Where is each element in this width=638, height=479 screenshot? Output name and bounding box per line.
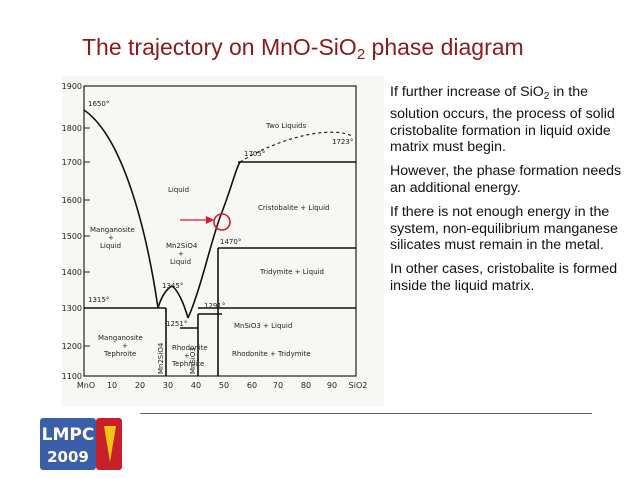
logo-text-line2: 2009: [47, 448, 89, 466]
label-manganosite-1: Manganosite: [90, 226, 135, 234]
label-1650: 1650°: [88, 100, 109, 108]
y-tick-1400: 1400: [62, 268, 82, 277]
label-mang-teph-2: +: [122, 342, 128, 350]
label-1345: 1345°: [162, 282, 183, 290]
trajectory-marker-circle: [213, 213, 231, 231]
y-tick-1800: 1800: [62, 124, 82, 133]
x-tick-20: 20: [135, 381, 145, 390]
x-tick-60: 60: [247, 381, 257, 390]
label-1705: 1705°: [244, 150, 265, 158]
label-mn2sio4-3: Liquid: [170, 258, 191, 266]
label-cristobalite-liquid: Cristobalite + Liquid: [258, 204, 330, 212]
lmpc-logo: LMPC 2009: [38, 416, 124, 472]
arrow-head: [206, 216, 214, 224]
x-tick-30: 30: [163, 381, 173, 390]
y-tick-1700: 1700: [62, 158, 82, 167]
label-tridymite-liquid: Tridymite + Liquid: [259, 268, 324, 276]
phase-diagram: 1900 1800 1700 1600 1500 1400 1300 1200 …: [62, 76, 384, 406]
label-mang-teph-1: Manganosite: [98, 334, 143, 342]
y-tick-1300: 1300: [62, 304, 82, 313]
y-tick-1100: 1100: [62, 372, 82, 381]
label-liquid: Liquid: [168, 186, 189, 194]
label-1723: 1723°: [332, 138, 353, 146]
label-mn2sio4-1: Mn2SiO4: [166, 242, 198, 250]
x-tick-10: 10: [107, 381, 117, 390]
bullet-3: If there is not enough energy in the sys…: [390, 203, 618, 254]
slide-title: The trajectory on MnO-SiO2 phase diagram: [82, 34, 524, 63]
label-rhod-teph-2: +: [184, 352, 190, 360]
manganosite-liquidus: [83, 109, 159, 309]
footer-divider: [140, 413, 592, 414]
label-rhod-teph-3: Tephroite: [171, 360, 204, 368]
label-1470: 1470°: [220, 238, 241, 246]
label-rhod-trid: Rhodonite + Tridymite: [232, 350, 311, 358]
bullet-4: In other cases, cristobalite is formed i…: [390, 261, 618, 294]
x-tick-70: 70: [273, 381, 283, 390]
label-mnsio3-liquid: MnSiO3 + Liquid: [234, 322, 292, 330]
label-1251: 1251°: [166, 320, 187, 328]
label-mn2sio4-2: +: [178, 250, 184, 258]
label-mang-teph-3: Tephroite: [103, 350, 136, 358]
label-1291: 1291°: [204, 302, 225, 310]
two-liquids-dome: [239, 131, 353, 163]
label-rhod-teph-1: Rhodonite: [172, 344, 208, 352]
x-tick-80: 80: [301, 381, 311, 390]
label-two-liquids: Two Liquids: [265, 122, 306, 130]
x-tick-sio2: SiO2: [349, 381, 368, 390]
label-1315: 1315°: [88, 296, 109, 304]
x-tick-40: 40: [191, 381, 201, 390]
bullet-2: However, the phase formation needs an ad…: [390, 163, 622, 196]
y-tick-1600: 1600: [62, 196, 82, 205]
label-manganosite-2: +: [108, 234, 114, 242]
x-tick-50: 50: [219, 381, 229, 390]
x-tick-90: 90: [327, 381, 337, 390]
logo-text-line1: LMPC: [42, 425, 95, 445]
label-manganosite-3: Liquid: [100, 242, 121, 250]
y-tick-1900: 1900: [62, 82, 82, 91]
cristobalite-liquidus: [187, 161, 241, 319]
bullet-list: If further increase of SiO2 in the solut…: [390, 84, 626, 302]
bullet-1: If further increase of SiO2 in the solut…: [390, 84, 615, 156]
x-tick-mno: MnO: [77, 381, 95, 390]
label-mnsio3-vertical: MnSiO3: [189, 347, 197, 374]
mn2sio4-liquidus: [157, 285, 189, 319]
y-tick-1200: 1200: [62, 342, 82, 351]
y-tick-1500: 1500: [62, 232, 82, 241]
label-mn2sio4-vertical: Mn2SiO4: [157, 342, 165, 374]
